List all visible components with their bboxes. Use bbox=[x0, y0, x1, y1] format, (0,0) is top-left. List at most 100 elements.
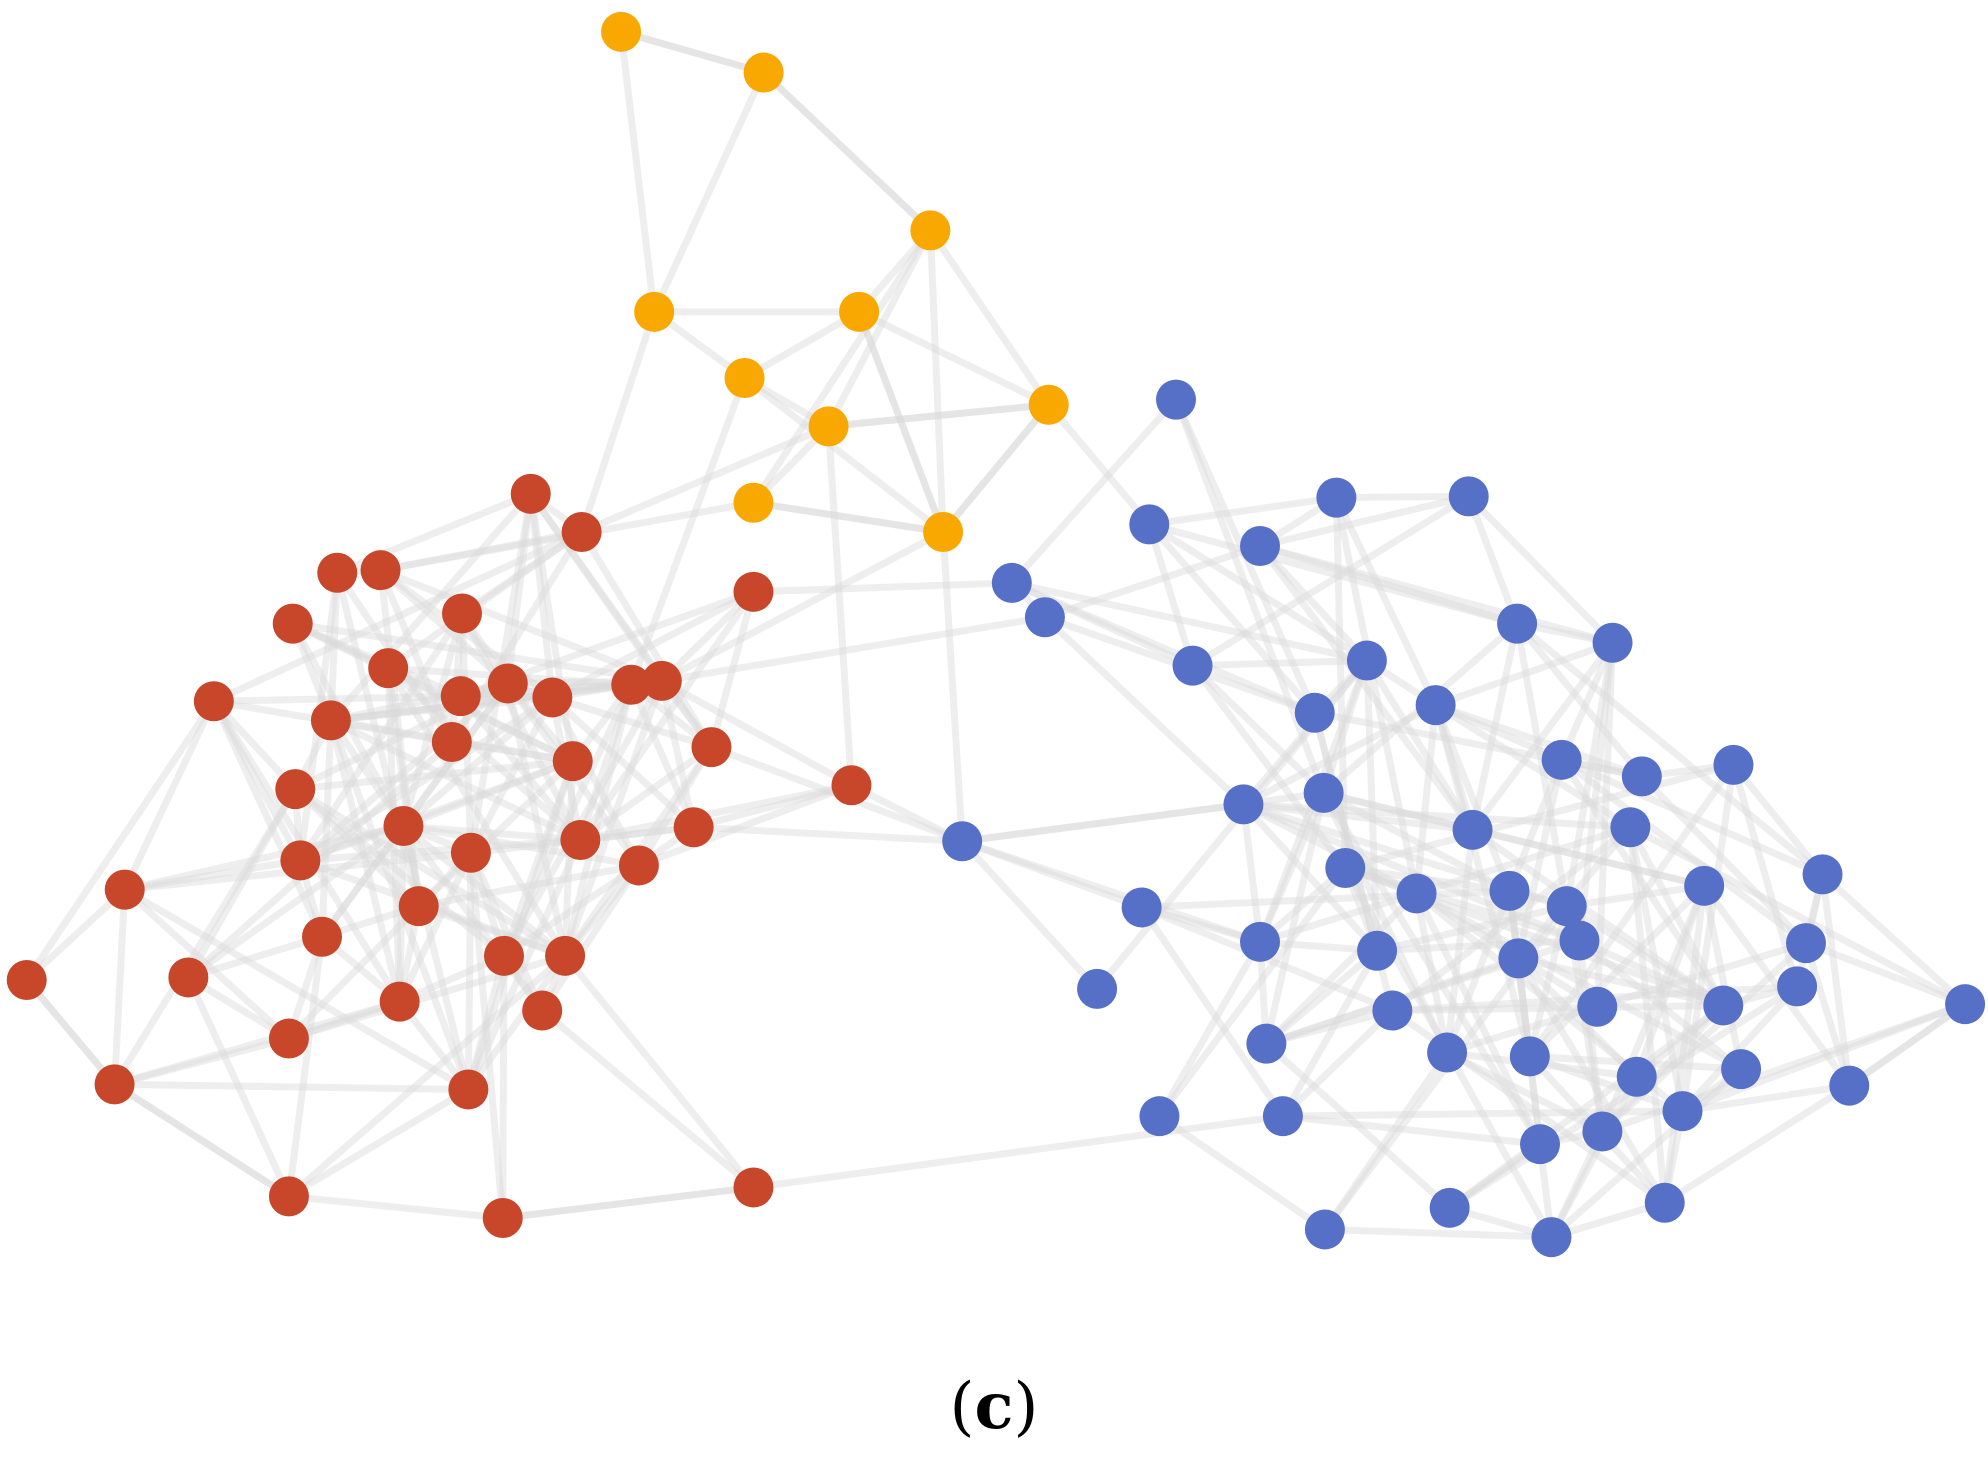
network-edge bbox=[561, 677, 666, 960]
network-edge bbox=[1547, 1065, 1745, 1241]
network-edge bbox=[1311, 709, 1381, 955]
network-edge bbox=[749, 499, 947, 536]
network-edge bbox=[1041, 613, 1247, 808]
node-orange-community bbox=[601, 11, 642, 52]
network-edge bbox=[658, 613, 1049, 685]
network-edge bbox=[285, 952, 569, 1043]
network-edge bbox=[1575, 937, 1727, 1009]
node-orange-community bbox=[634, 291, 675, 332]
node-red-community bbox=[641, 660, 682, 701]
network-edge bbox=[1373, 937, 1583, 955]
node-red-community bbox=[691, 727, 732, 768]
network-edge bbox=[1593, 639, 1617, 1011]
node-blue-community bbox=[1616, 1056, 1657, 1097]
network-edge bbox=[1598, 1001, 1727, 1135]
network-edge bbox=[327, 677, 666, 724]
network-edge bbox=[1513, 620, 1827, 878]
network-edge bbox=[1189, 657, 1371, 670]
node-orange-community bbox=[808, 406, 849, 447]
network-edge bbox=[184, 785, 299, 981]
network-edge bbox=[285, 952, 569, 1200]
network-edge bbox=[1575, 937, 1606, 1135]
node-red-community bbox=[618, 845, 659, 886]
node-blue-community bbox=[1129, 504, 1170, 545]
network-edge bbox=[1256, 542, 1371, 665]
network-edge bbox=[384, 528, 586, 672]
network-edge bbox=[958, 800, 1247, 845]
network-edge bbox=[1138, 887, 1513, 911]
network-edge bbox=[658, 677, 855, 789]
network-edge bbox=[377, 566, 666, 685]
node-orange-community bbox=[743, 52, 784, 93]
node-blue-community bbox=[1427, 1032, 1468, 1073]
network-edge bbox=[627, 681, 698, 831]
node-blue-community bbox=[1777, 966, 1818, 1007]
network-edge bbox=[825, 401, 1053, 430]
node-red-community bbox=[560, 820, 601, 860]
network-edge bbox=[1432, 639, 1617, 709]
node-blue-community bbox=[1316, 477, 1357, 518]
figure-caption: (c) bbox=[949, 1369, 1039, 1444]
node-red-community bbox=[168, 957, 209, 998]
network-edge bbox=[1138, 903, 1264, 946]
network-edge bbox=[1279, 1107, 1687, 1120]
network-edge bbox=[690, 781, 855, 831]
network-edge bbox=[958, 800, 1247, 845]
network-edge bbox=[500, 861, 643, 960]
network-edge bbox=[210, 692, 465, 705]
node-blue-community bbox=[942, 821, 983, 862]
network-edge bbox=[1432, 701, 1566, 764]
network-edge bbox=[650, 69, 768, 316]
network-edge bbox=[467, 849, 507, 1222]
node-blue-community bbox=[1559, 920, 1600, 961]
node-blue-community bbox=[1172, 645, 1213, 686]
network-edge bbox=[741, 308, 863, 382]
network-edge bbox=[1239, 800, 1477, 834]
node-red-community bbox=[450, 832, 491, 873]
network-edge bbox=[1008, 579, 1197, 670]
network-edge bbox=[318, 822, 407, 941]
node-red-community bbox=[522, 990, 563, 1031]
network-edge bbox=[377, 566, 512, 687]
node-blue-community bbox=[1452, 809, 1493, 850]
network-edge bbox=[396, 849, 475, 1006]
network-edge bbox=[1700, 882, 1745, 1073]
network-edge bbox=[289, 620, 666, 685]
node-red-community bbox=[193, 681, 234, 722]
network-edge bbox=[1443, 1049, 1606, 1135]
network-edge bbox=[576, 681, 635, 844]
node-blue-community bbox=[1541, 739, 1582, 780]
network-edge bbox=[499, 952, 508, 1222]
network-edge bbox=[1320, 657, 1371, 797]
node-orange-community bbox=[1028, 384, 1069, 425]
network-edge bbox=[415, 861, 643, 910]
network-edge bbox=[1320, 789, 1544, 1148]
network-edge bbox=[1189, 492, 1473, 670]
node-blue-community bbox=[1223, 784, 1264, 825]
node-blue-community bbox=[1582, 1111, 1623, 1152]
node-red-community bbox=[448, 1069, 489, 1110]
network-edge bbox=[1526, 882, 1708, 1060]
network-edge bbox=[1332, 494, 1440, 709]
network-edge bbox=[499, 1183, 757, 1222]
network-edge bbox=[1145, 520, 1319, 717]
network-edge bbox=[561, 757, 577, 960]
network-edge bbox=[527, 490, 577, 765]
network-edge bbox=[760, 69, 934, 234]
network-edge bbox=[1446, 1001, 1727, 1212]
network-edge bbox=[855, 308, 1053, 409]
node-blue-community bbox=[1610, 807, 1651, 848]
network-edge bbox=[1626, 823, 1669, 1207]
network-edge bbox=[1626, 823, 1727, 1009]
network-edge bbox=[538, 861, 643, 1015]
network-edge bbox=[1155, 864, 1349, 1120]
network-edge bbox=[548, 693, 698, 831]
network-edge bbox=[1679, 1000, 1969, 1115]
network-edge bbox=[1332, 492, 1473, 502]
node-blue-community bbox=[1240, 526, 1280, 566]
network-edge bbox=[1526, 1052, 1687, 1115]
node-blue-community bbox=[1156, 379, 1196, 420]
figure-caption-letter: c bbox=[974, 1369, 1014, 1444]
network-edge bbox=[1593, 939, 1810, 1011]
network-edge bbox=[1256, 542, 1617, 647]
